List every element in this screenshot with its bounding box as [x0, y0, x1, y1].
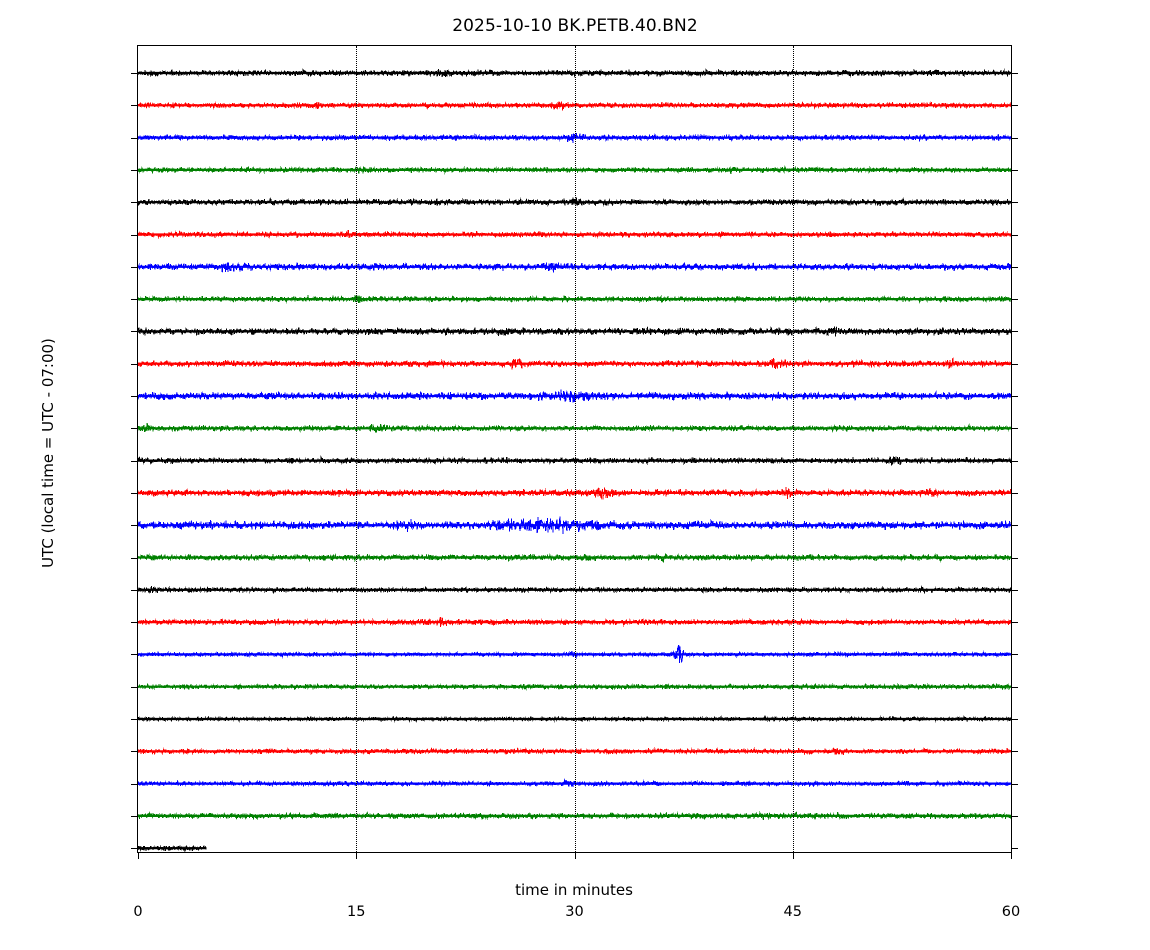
y-tick-mark-left-4	[131, 202, 138, 204]
y-tick-mark-left-3	[131, 169, 138, 171]
x-tick-label-45: 45	[783, 904, 802, 920]
y-tick-mark-right-16	[1011, 589, 1018, 591]
y-tick-mark-left-14	[131, 525, 138, 527]
y-tick-mark-left-18	[131, 654, 138, 656]
y-tick-mark-left-24	[131, 848, 138, 850]
grid-layer	[138, 46, 1011, 852]
y-tick-mark-right-6	[1011, 266, 1018, 268]
y-tick-mark-right-7	[1011, 299, 1018, 301]
x-tick-label-0: 0	[133, 904, 143, 920]
y-tick-mark-left-0	[131, 73, 138, 74]
x-tick-label-30: 30	[565, 904, 584, 920]
y-tick-mark-right-22	[1011, 783, 1018, 785]
y-tick-mark-left-20	[131, 719, 138, 720]
y-tick-mark-right-2	[1011, 137, 1018, 139]
y-tick-mark-right-23	[1011, 815, 1018, 817]
y-tick-layer: 07:00:0008:00:0008:00:0009:00:0009:00:00…	[131, 46, 1018, 852]
y-tick-mark-left-17	[131, 622, 138, 624]
x-tick-mark-15	[356, 852, 358, 859]
y-tick-mark-right-11	[1011, 428, 1018, 430]
y-tick-mark-right-9	[1011, 363, 1018, 365]
y-tick-mark-right-24	[1011, 848, 1018, 850]
y-tick-mark-right-13	[1011, 492, 1018, 494]
x-tick-label-15: 15	[347, 904, 366, 920]
y-tick-mark-left-21	[131, 751, 138, 753]
y-tick-mark-left-12	[131, 460, 138, 462]
y-tick-mark-left-5	[131, 234, 138, 236]
y-tick-mark-left-2	[131, 137, 138, 139]
y-tick-mark-right-17	[1011, 622, 1018, 624]
y-axis-label: UTC (local time = UTC - 07:00)	[39, 338, 57, 568]
y-tick-mark-left-7	[131, 299, 138, 301]
x-tick-mark-60	[1011, 852, 1012, 859]
y-tick-mark-right-14	[1011, 525, 1018, 527]
gridline-x-15	[356, 46, 358, 852]
gridline-x-30	[574, 46, 576, 852]
x-tick-mark-0	[138, 852, 139, 859]
y-tick-mark-right-20	[1011, 719, 1018, 720]
x-tick-mark-30	[574, 852, 576, 859]
x-tick-layer: 0 15 30 45 60	[133, 46, 1020, 920]
x-tick-label-60: 60	[1001, 904, 1021, 920]
y-tick-mark-left-16	[131, 589, 138, 591]
x-tick-mark-45	[792, 852, 794, 859]
y-tick-mark-left-23	[131, 815, 138, 817]
y-tick-mark-right-5	[1011, 234, 1018, 236]
y-tick-mark-left-11	[131, 428, 138, 430]
y-tick-mark-left-8	[131, 331, 138, 333]
y-tick-mark-right-0	[1011, 73, 1018, 74]
y-tick-mark-left-1	[131, 105, 138, 107]
y-tick-mark-right-18	[1011, 654, 1018, 656]
y-tick-mark-left-10	[131, 396, 138, 397]
y-tick-mark-right-19	[1011, 686, 1018, 688]
y-tick-mark-right-15	[1011, 557, 1018, 559]
y-tick-mark-left-22	[131, 783, 138, 785]
y-tick-mark-right-12	[1011, 460, 1018, 462]
y-tick-mark-right-1	[1011, 105, 1018, 107]
y-tick-mark-left-13	[131, 492, 138, 494]
y-tick-mark-left-9	[131, 363, 138, 365]
plot-area[interactable]: 07:00:0008:00:0008:00:0009:00:0009:00:00…	[131, 45, 1020, 920]
y-tick-mark-left-15	[131, 557, 138, 559]
y-tick-mark-right-21	[1011, 751, 1018, 753]
y-tick-mark-right-8	[1011, 331, 1018, 333]
y-tick-mark-left-19	[131, 686, 138, 688]
gridline-x-45	[792, 46, 794, 852]
y-tick-mark-right-4	[1011, 202, 1018, 204]
trace-row-24	[138, 844, 207, 852]
y-tick-mark-right-3	[1011, 169, 1018, 171]
y-tick-mark-left-6	[131, 266, 138, 268]
y-tick-mark-right-10	[1011, 396, 1018, 397]
x-axis-label: time in minutes	[515, 881, 633, 899]
page-title: 2025-10-10 BK.PETB.40.BN2	[452, 16, 698, 36]
